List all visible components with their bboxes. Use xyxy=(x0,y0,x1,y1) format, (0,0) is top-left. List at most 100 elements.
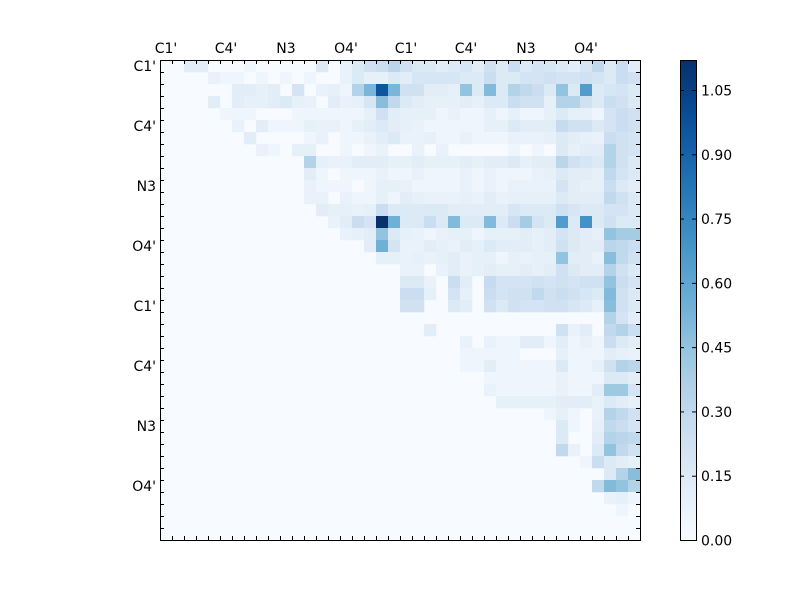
heatmap-cell xyxy=(532,240,545,253)
heatmap-cell xyxy=(520,192,533,205)
heatmap-cell xyxy=(496,288,509,301)
heatmap-cell xyxy=(508,216,521,229)
y-tick-label: C4' xyxy=(133,359,156,375)
heatmap-cell xyxy=(496,192,509,205)
heatmap-cell xyxy=(556,156,569,169)
heatmap-cell xyxy=(616,324,629,337)
heatmap-cell xyxy=(448,300,461,313)
heatmap-cell xyxy=(568,252,581,265)
heatmap-cell xyxy=(436,228,449,241)
heatmap-cell xyxy=(556,288,569,301)
heatmap-cell xyxy=(592,348,605,361)
heatmap-cell xyxy=(496,72,509,85)
heatmap-cell xyxy=(460,336,473,349)
heatmap-cell xyxy=(532,264,545,277)
heatmap-cell xyxy=(244,84,257,97)
heatmap-cell xyxy=(568,372,581,385)
heatmap-cell xyxy=(364,132,377,145)
heatmap-cell xyxy=(568,96,581,109)
heatmap-cell xyxy=(556,408,569,421)
heatmap-cell xyxy=(616,192,629,205)
heatmap-cell xyxy=(604,324,617,337)
heatmap-cell xyxy=(508,288,521,301)
heatmap-cell xyxy=(400,168,413,181)
heatmap-cell xyxy=(364,180,377,193)
heatmap-cell xyxy=(556,204,569,217)
heatmap-cell xyxy=(592,252,605,265)
heatmap-cell xyxy=(616,492,629,505)
heatmap-cell xyxy=(400,72,413,85)
heatmap-cell xyxy=(436,192,449,205)
heatmap-cell xyxy=(412,240,425,253)
heatmap-cell xyxy=(484,180,497,193)
heatmap-cell xyxy=(592,336,605,349)
heatmap-cell xyxy=(400,132,413,145)
heatmap-cell xyxy=(592,264,605,277)
heatmap-cell xyxy=(460,360,473,373)
heatmap-cell xyxy=(604,108,617,121)
heatmap-cell xyxy=(616,252,629,265)
heatmap-cell xyxy=(604,276,617,289)
heatmap-cell xyxy=(616,276,629,289)
heatmap-cell xyxy=(388,192,401,205)
heatmap-cell xyxy=(496,180,509,193)
heatmap-cell xyxy=(280,96,293,109)
heatmap-cell xyxy=(400,204,413,217)
heatmap-cell xyxy=(424,60,437,73)
heatmap-cell xyxy=(484,360,497,373)
heatmap-cell xyxy=(568,156,581,169)
heatmap-cell xyxy=(328,216,341,229)
heatmap-cell xyxy=(292,108,305,121)
heatmap-cell xyxy=(448,252,461,265)
y-tick-label: O4' xyxy=(132,479,156,495)
heatmap-cell xyxy=(352,60,365,73)
heatmap-cell xyxy=(532,84,545,97)
heatmap-cell xyxy=(436,168,449,181)
heatmap-cell xyxy=(628,144,641,157)
heatmap-cell xyxy=(568,336,581,349)
heatmap-cell xyxy=(532,228,545,241)
heatmap-cell xyxy=(556,372,569,385)
heatmap-cell xyxy=(604,432,617,445)
heatmap-cell xyxy=(448,108,461,121)
heatmap-cell xyxy=(580,180,593,193)
heatmap-cell xyxy=(616,444,629,457)
heatmap-cell xyxy=(328,84,341,97)
heatmap-cell xyxy=(592,84,605,97)
heatmap-cell xyxy=(604,288,617,301)
heatmap-cell xyxy=(580,156,593,169)
heatmap-cell xyxy=(400,60,413,73)
heatmap-cell xyxy=(316,60,329,73)
heatmap-cell xyxy=(508,96,521,109)
heatmap-cell xyxy=(568,300,581,313)
heatmap-cell xyxy=(628,120,641,133)
heatmap-cell xyxy=(496,360,509,373)
heatmap-cell xyxy=(412,288,425,301)
heatmap-cell xyxy=(580,216,593,229)
heatmap-cell xyxy=(556,432,569,445)
heatmap-cell xyxy=(568,420,581,433)
heatmap-cell xyxy=(376,228,389,241)
heatmap-cell xyxy=(472,168,485,181)
heatmap-cell xyxy=(544,192,557,205)
heatmap-cell xyxy=(460,84,473,97)
heatmap-cell xyxy=(568,444,581,457)
heatmap-cell xyxy=(592,228,605,241)
heatmap-cell xyxy=(340,108,353,121)
heatmap-cell xyxy=(616,504,629,517)
heatmap-cell xyxy=(436,120,449,133)
heatmap-cell xyxy=(580,60,593,73)
heatmap-cell xyxy=(424,288,437,301)
heatmap-cell xyxy=(556,168,569,181)
heatmap-cell xyxy=(448,240,461,253)
heatmap-cell xyxy=(520,228,533,241)
heatmap-cell xyxy=(628,432,641,445)
heatmap-cell xyxy=(400,120,413,133)
heatmap-cell xyxy=(364,228,377,241)
heatmap-cell xyxy=(460,348,473,361)
heatmap-cell xyxy=(412,180,425,193)
heatmap-cell xyxy=(316,120,329,133)
heatmap-cell xyxy=(388,216,401,229)
heatmap-cell xyxy=(508,60,521,73)
